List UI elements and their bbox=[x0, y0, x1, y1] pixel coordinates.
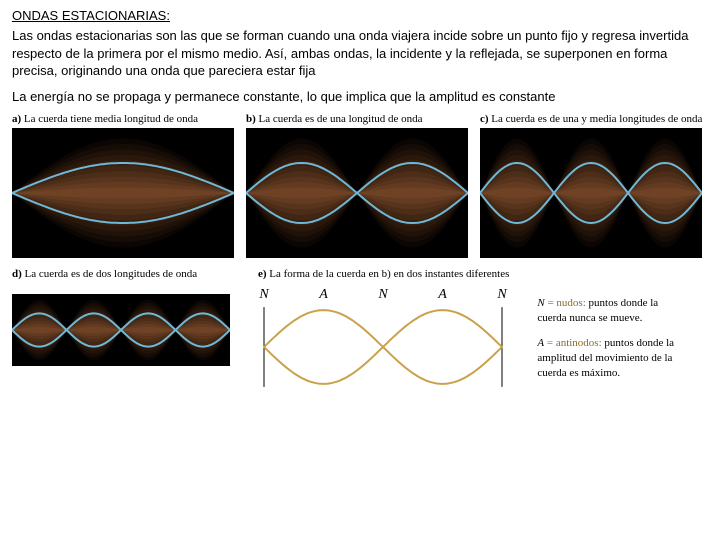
wave-figure-d bbox=[12, 294, 230, 366]
panel-d: d) La cuerda es de dos longitudes de ond… bbox=[12, 268, 230, 366]
section-title: ONDAS ESTACIONARIAS: bbox=[12, 8, 708, 23]
wave-figure-c bbox=[480, 128, 702, 258]
caption-c: c) La cuerda es de una y media longitude… bbox=[480, 113, 702, 125]
legend-antinodes: A = antinodos: puntos donde la amplitud … bbox=[537, 336, 687, 381]
panel-b: b) La cuerda es de una longitud de onda bbox=[246, 113, 468, 258]
panel-a: a) La cuerda tiene media longitud de ond… bbox=[12, 113, 234, 258]
figure-row-2: d) La cuerda es de dos longitudes de ond… bbox=[12, 268, 708, 394]
caption-d: d) La cuerda es de dos longitudes de ond… bbox=[12, 268, 230, 280]
panel-c: c) La cuerda es de una y media longitude… bbox=[480, 113, 702, 258]
paragraph-1: Las ondas estacionarias son las que se f… bbox=[12, 27, 708, 80]
paragraph-2: La energía no se propaga y permanece con… bbox=[12, 88, 708, 106]
caption-a: a) La cuerda tiene media longitud de ond… bbox=[12, 113, 234, 125]
caption-b: b) La cuerda es de una longitud de onda bbox=[246, 113, 468, 125]
legend: N = nudos: puntos donde la cuerda nunca … bbox=[537, 296, 687, 390]
svg-text:N: N bbox=[258, 287, 269, 302]
schematic-figure-e: NANAN bbox=[258, 284, 508, 394]
svg-text:N: N bbox=[496, 287, 507, 302]
legend-nodes: N = nudos: puntos donde la cuerda nunca … bbox=[537, 296, 687, 326]
svg-text:A: A bbox=[437, 287, 447, 302]
svg-text:A: A bbox=[318, 287, 328, 302]
figure-row-1: a) La cuerda tiene media longitud de ond… bbox=[12, 113, 708, 258]
wave-figure-b bbox=[246, 128, 468, 258]
panel-e: e) La forma de la cuerda en b) en dos in… bbox=[258, 268, 509, 394]
svg-text:N: N bbox=[377, 287, 388, 302]
wave-figure-a bbox=[12, 128, 234, 258]
caption-e: e) La forma de la cuerda en b) en dos in… bbox=[258, 268, 509, 280]
